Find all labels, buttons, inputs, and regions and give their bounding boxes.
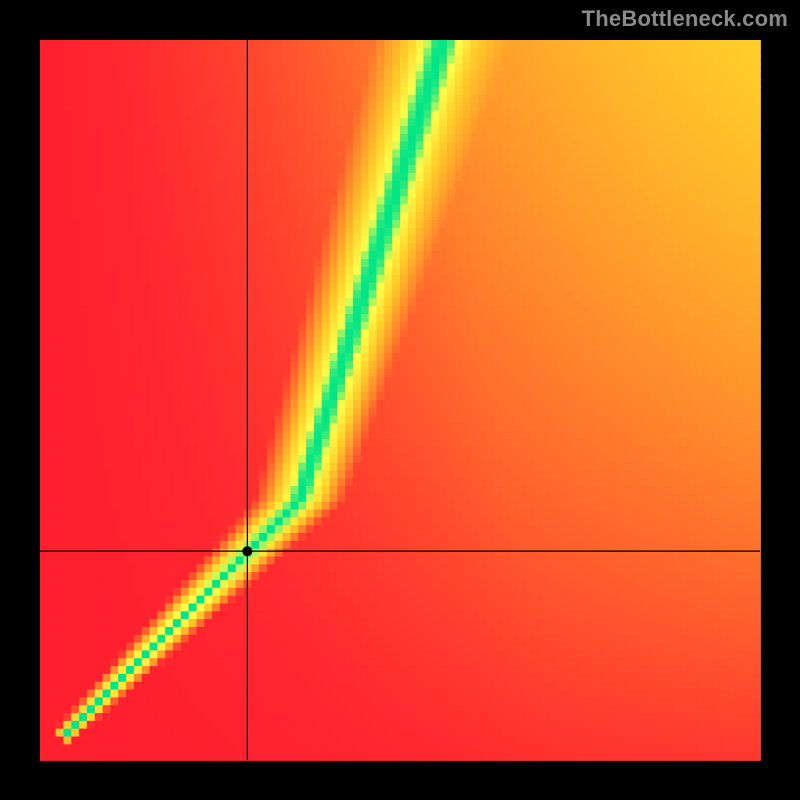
heatmap-canvas — [0, 0, 800, 800]
chart-container: TheBottleneck.com — [0, 0, 800, 800]
